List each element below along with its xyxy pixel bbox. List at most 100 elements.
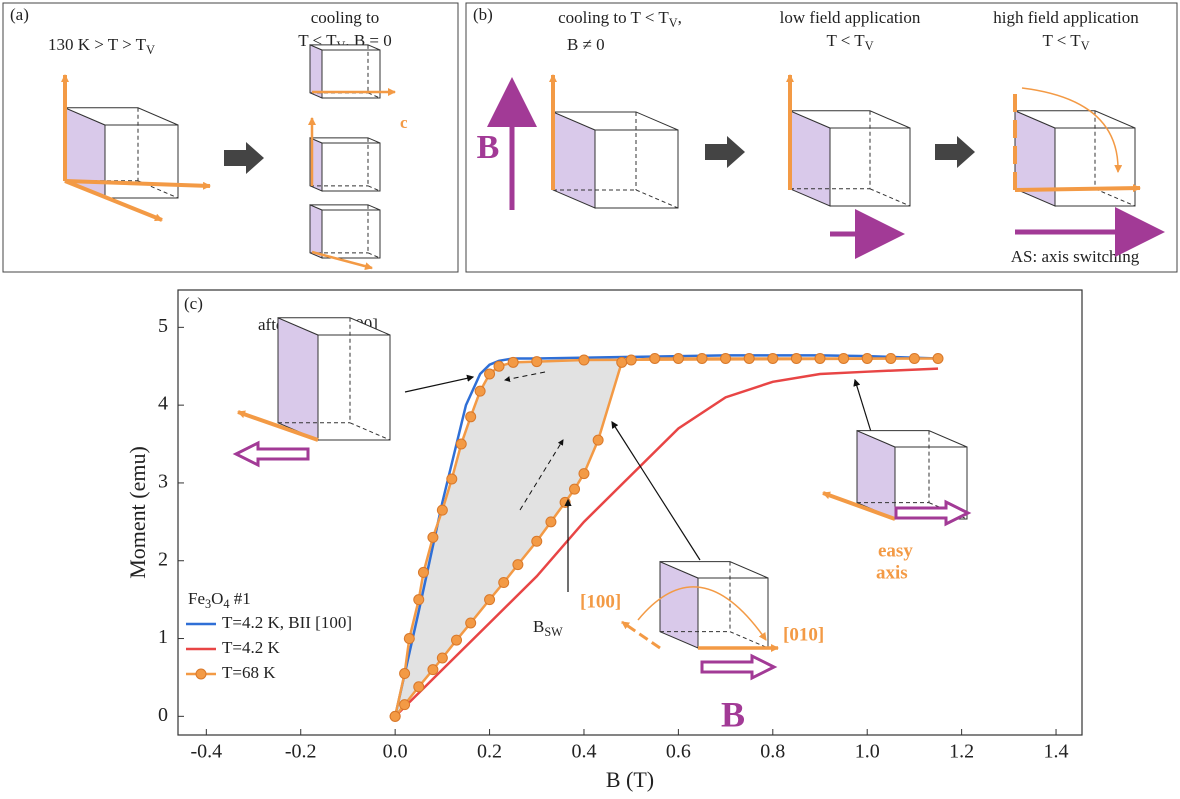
data-point: [404, 634, 414, 644]
cube-front: [322, 143, 380, 191]
panel-label: (b): [473, 5, 493, 24]
step-condition: T < TV: [826, 31, 873, 53]
text-run: ,: [678, 8, 682, 27]
step-title: cooling to T < TV,: [558, 8, 682, 30]
field-label: B: [477, 129, 500, 166]
hysteresis-area: [395, 358, 938, 716]
data-point: [721, 353, 731, 363]
panel-label: (a): [10, 5, 29, 24]
arrow: [405, 377, 473, 392]
step-title: low field application: [780, 8, 921, 27]
subscript: V: [146, 43, 155, 57]
data-point: [697, 353, 707, 363]
data-point: [886, 353, 896, 363]
cube-front: [322, 210, 380, 258]
legend-label: T=4.2 K: [222, 638, 280, 657]
cube-top: [310, 45, 380, 50]
data-point: [768, 353, 778, 363]
condition: 130 K > T > TV: [48, 35, 155, 57]
data-point: [494, 361, 504, 371]
x-tick-label: 0.4: [571, 741, 596, 763]
data-point: [862, 353, 872, 363]
data-point: [909, 353, 919, 363]
annotation: easy: [878, 540, 913, 561]
data-point: [532, 357, 542, 367]
note: AS: axis switching: [1011, 247, 1140, 266]
data-point: [508, 357, 518, 367]
data-point: [485, 595, 495, 605]
arrow: [855, 380, 872, 435]
step-condition: T < TV: [1042, 31, 1089, 53]
process-arrow: [935, 136, 975, 168]
legend-marker: [196, 669, 206, 679]
data-point: [456, 439, 466, 449]
x-tick-label: 0.2: [477, 741, 502, 763]
data-point: [437, 653, 447, 663]
cube-face: [278, 318, 318, 440]
data-point: [570, 484, 580, 494]
step-title: high field application: [993, 8, 1139, 27]
x-tick-label: -0.4: [190, 741, 222, 763]
data-point: [466, 618, 476, 628]
text-run: cooling to T < T: [558, 8, 669, 27]
legend-title: Fe3O4 #1: [188, 589, 251, 611]
step-condition: B ≠ 0: [567, 35, 605, 54]
cube-front: [318, 335, 390, 440]
data-point: [428, 532, 438, 542]
cube-front: [105, 125, 178, 198]
annotation: [010]: [783, 624, 824, 645]
text-run: 130 K > T > T: [48, 35, 147, 54]
data-point: [546, 517, 556, 527]
data-point: [414, 682, 424, 692]
axis-label: c: [400, 113, 408, 132]
data-point: [466, 412, 476, 422]
data-point: [933, 353, 943, 363]
data-point: [579, 469, 589, 479]
x-tick-label: -0.2: [285, 741, 317, 763]
cube-face: [310, 205, 322, 258]
process-arrow: [224, 142, 264, 174]
field-arrow: [236, 443, 308, 465]
data-point: [579, 355, 589, 365]
data-point: [485, 369, 495, 379]
legend-label: T=4.2 K, BII [100]: [222, 613, 352, 632]
step-title: cooling to: [311, 8, 379, 27]
data-point: [673, 353, 683, 363]
arrow: [1015, 188, 1140, 190]
x-tick-label: 1.4: [1044, 741, 1069, 763]
y-tick-label: 5: [158, 315, 168, 337]
figure: (a) 130 K > T > TV cooling to T < TV, B …: [0, 0, 1180, 799]
x-tick-label: 0.8: [760, 741, 785, 763]
x-tick-label: 1.2: [949, 741, 974, 763]
data-point: [650, 353, 660, 363]
data-point: [499, 578, 509, 588]
page: {"panel_a": {"label": "(a)", "condition"…: [0, 0, 1180, 799]
text-run: B: [533, 617, 544, 636]
data-point: [815, 353, 825, 363]
data-point: [390, 711, 400, 721]
text-run: #1: [230, 589, 251, 608]
data-point: [513, 560, 523, 570]
y-tick-label: 0: [158, 704, 168, 726]
data-point: [532, 536, 542, 546]
subscript: V: [1081, 39, 1090, 53]
x-tick-label: 1.0: [855, 741, 880, 763]
data-point: [593, 435, 603, 445]
y-tick-label: 1: [158, 626, 168, 648]
data-point: [452, 635, 462, 645]
cube-top: [310, 138, 380, 143]
process-arrow: [705, 136, 745, 168]
text-run: T < T: [1042, 31, 1081, 50]
x-tick-label: 0.6: [666, 741, 691, 763]
data-point: [400, 669, 410, 679]
text-run: O: [211, 589, 223, 608]
y-tick-label: 4: [158, 393, 168, 415]
y-tick-label: 2: [158, 548, 168, 570]
subscript: V: [669, 16, 678, 30]
annotation: axis: [876, 562, 908, 583]
panel-label: (c): [184, 294, 203, 313]
text-run: T < T: [826, 31, 865, 50]
subscript: V: [865, 39, 874, 53]
cube-top: [310, 205, 380, 210]
data-point: [626, 355, 636, 365]
